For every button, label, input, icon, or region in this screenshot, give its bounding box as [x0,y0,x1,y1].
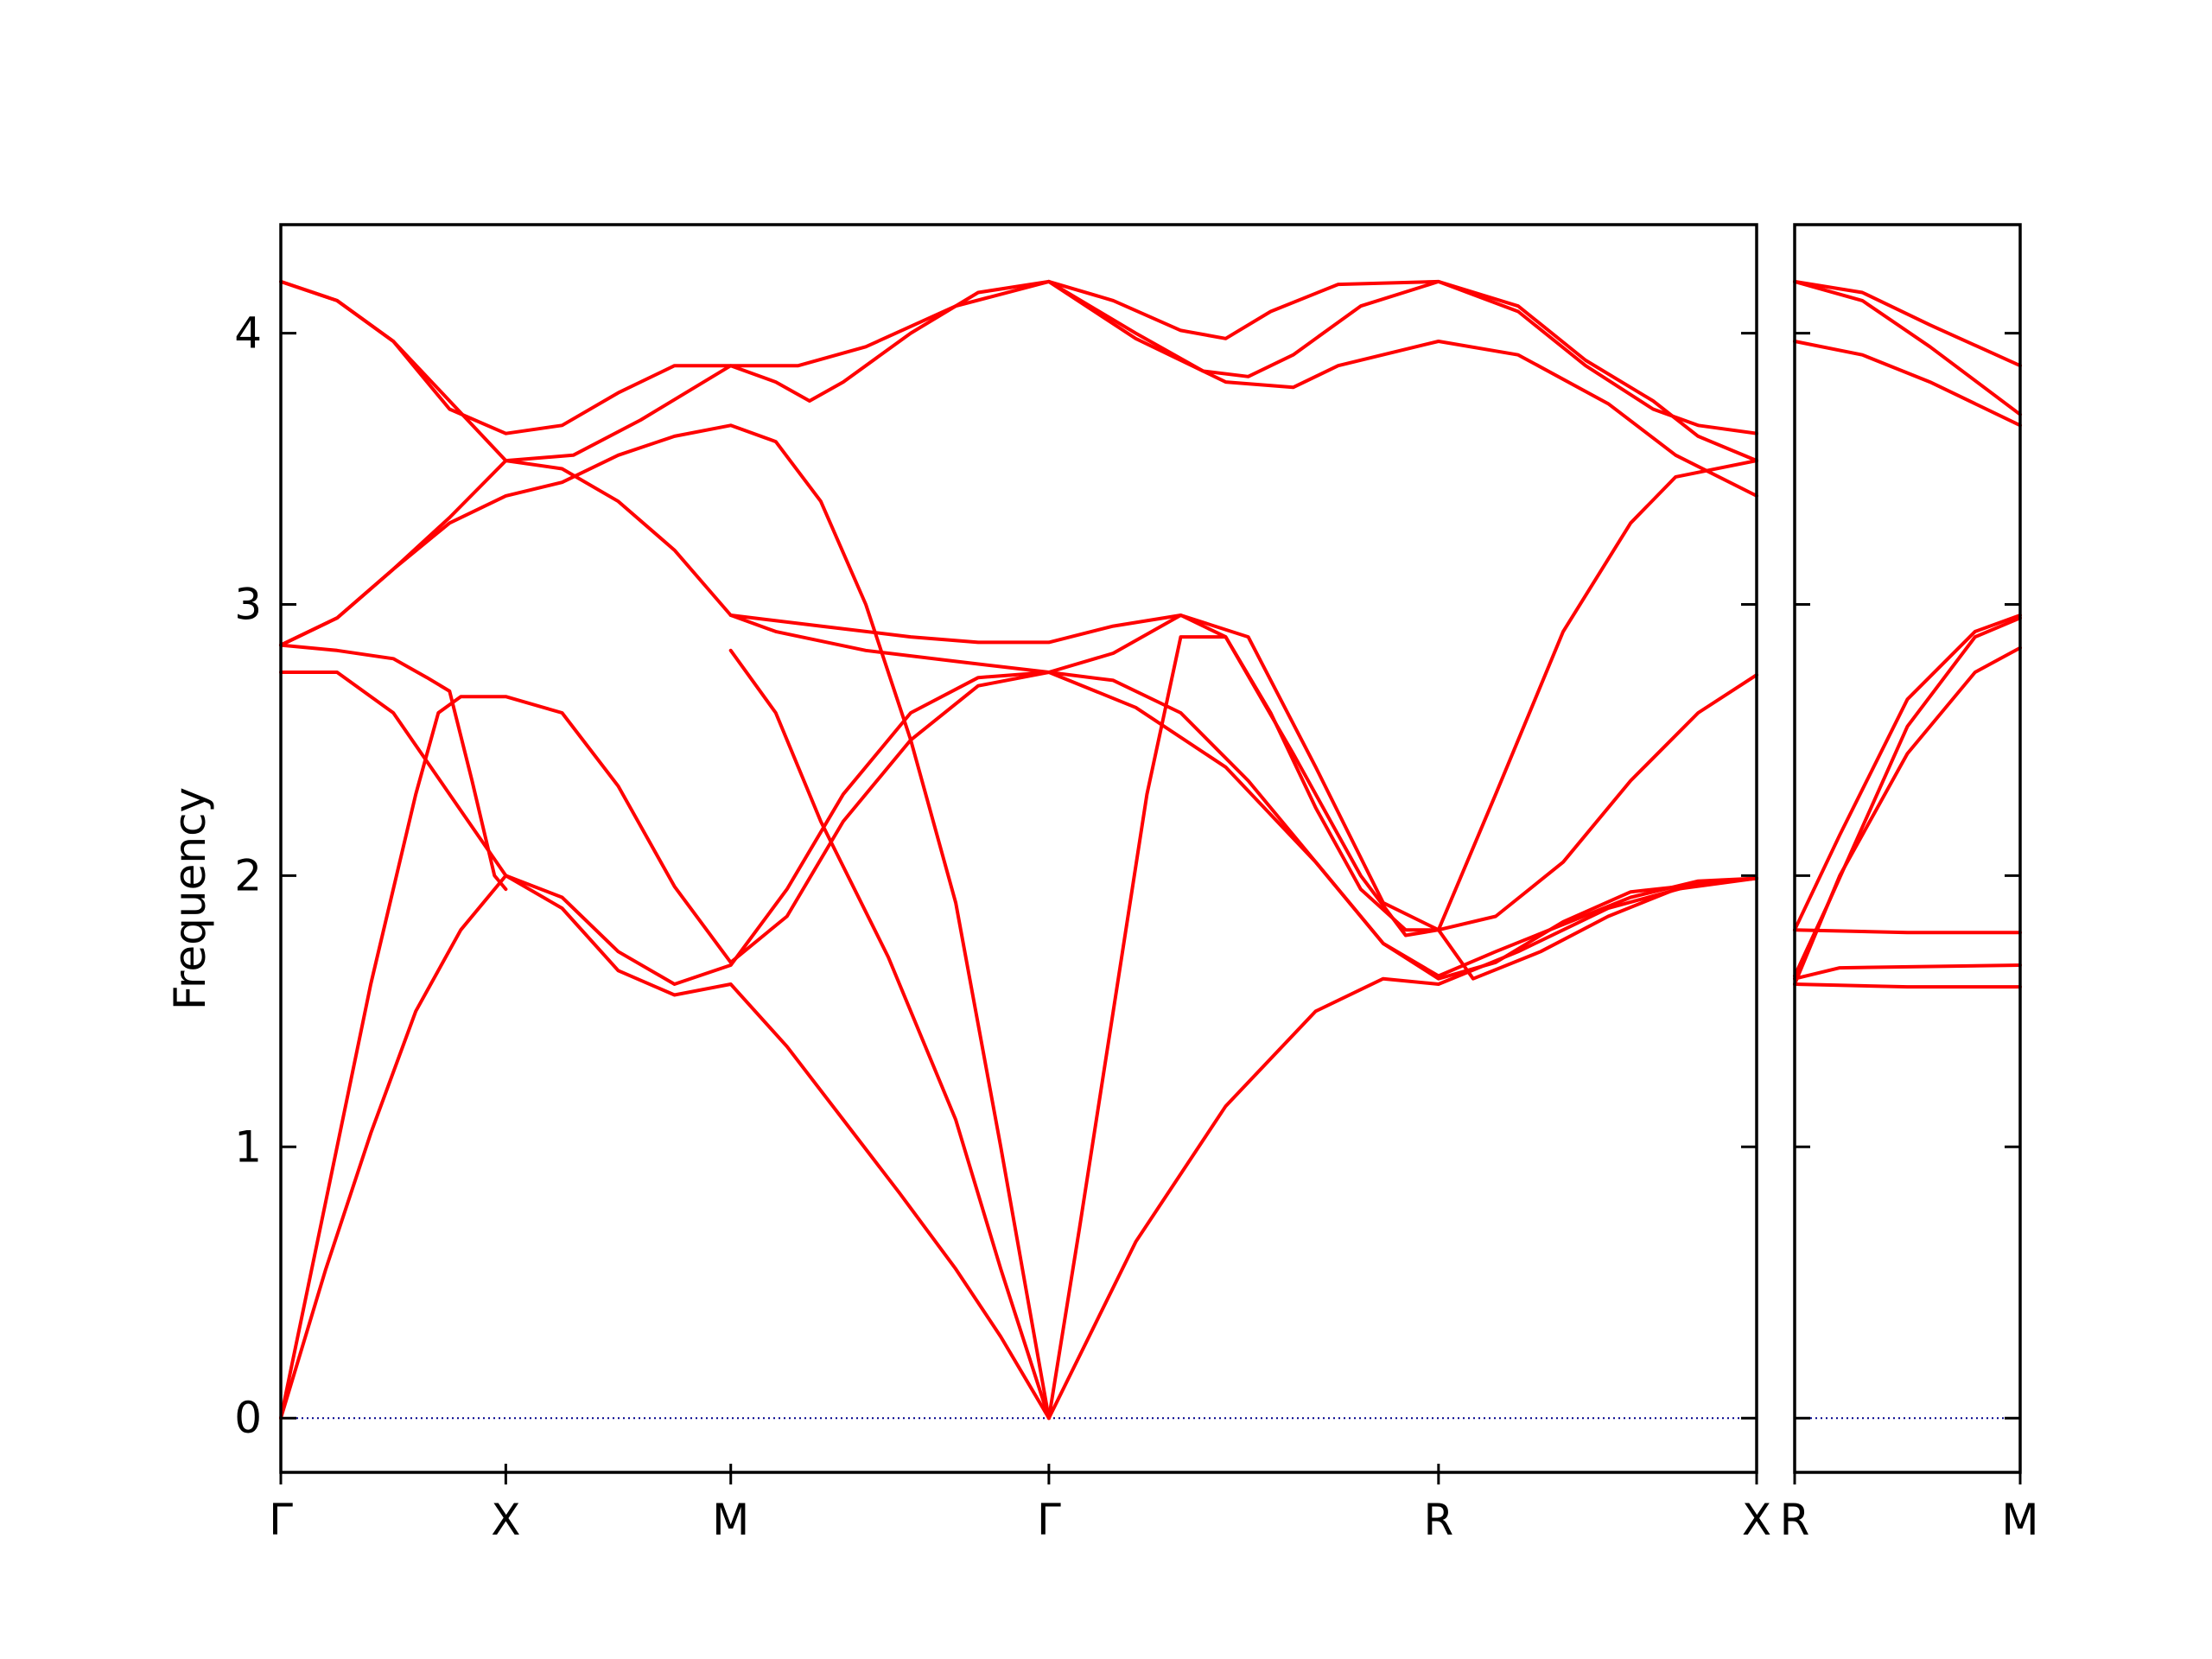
band-line-12 [728,648,1051,1421]
band-line-6 [1793,645,2022,986]
x-tick-label: M [2001,1495,2038,1545]
band-line-8 [1793,963,2022,981]
y-tick-label: 1 [234,1122,262,1172]
band-line-11 [1046,279,1758,498]
x-tick-label: Γ [1037,1495,1061,1545]
band-line-13 [728,613,1758,981]
band-line-5 [279,643,508,892]
main-band-panel: 0 1 2 3 4 Γ X M Γ R X [234,223,1771,1545]
y-tick-label: 3 [234,579,262,629]
band-line-3 [279,459,1758,932]
band-line-7 [279,671,1051,1421]
y-tick-label: 0 [234,1393,262,1443]
band-line-9 [1793,982,2022,989]
plot-frame [279,223,1758,1474]
x-tick-label: X [1742,1495,1771,1545]
band-line-4 [1793,613,2022,932]
band-line-7 [1793,928,2022,935]
x-tick-label: R [1780,1495,1810,1545]
y-tick-label: 4 [234,308,262,359]
band-line-1 [1793,279,2022,368]
band-line-5 [1793,616,2022,978]
band-line-9 [1046,635,1758,1421]
y-tick-label: 2 [234,850,262,900]
band-line-4 [279,423,1051,1421]
band-line-10 [1046,876,1758,1421]
band-line-3 [1793,340,2022,428]
band-line-6 [279,671,1758,1421]
band-line-1 [279,279,1758,435]
x-tick-label: R [1423,1495,1453,1545]
x-tick-label: X [491,1495,520,1545]
band-line-8 [279,613,1758,1421]
x-tick-label: Γ [269,1495,293,1545]
y-axis-label: Frequency [165,787,215,1010]
band-line-2 [1793,279,2022,416]
plot-frame [1793,223,2022,1474]
x-tick-label: M [712,1495,749,1545]
